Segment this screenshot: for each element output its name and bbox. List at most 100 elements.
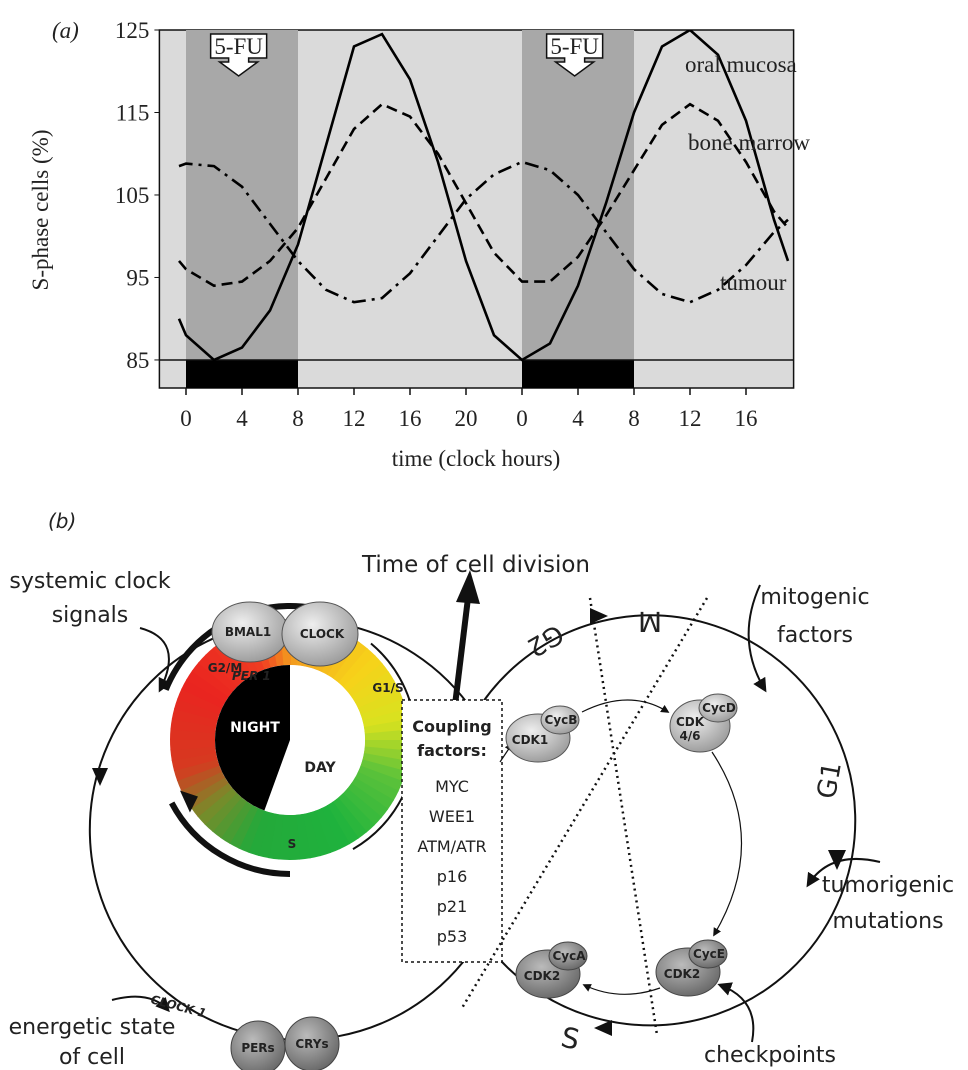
input-label: systemic clock — [9, 569, 171, 594]
cdk-label: CDK1 — [512, 733, 548, 747]
ring-segment — [364, 796, 370, 804]
shaded-interval — [186, 30, 298, 388]
phase-label: G1/S — [372, 681, 403, 695]
x-tick-label: 4 — [572, 406, 584, 431]
division-arrow — [455, 598, 468, 705]
y-tick-label: 115 — [116, 100, 150, 125]
ring-segment — [353, 665, 360, 671]
coupling-box — [402, 700, 502, 962]
ring-segment — [196, 706, 199, 715]
ring-segment — [194, 714, 196, 723]
coupling-factor: p21 — [437, 897, 468, 916]
cdk-label: 4/6 — [679, 729, 700, 743]
ring-segment — [193, 722, 194, 731]
ring-segment — [264, 834, 273, 836]
panel-label: (a) — [52, 18, 79, 43]
ring-segment — [306, 834, 315, 836]
x-axis-label: time (clock hours) — [392, 446, 561, 471]
x-tick-label: 12 — [679, 406, 702, 431]
cdk-label: CDK2 — [664, 967, 700, 981]
ring-segment — [346, 660, 354, 666]
diagram-title: Time of cell division — [361, 552, 590, 578]
ring-segment — [215, 802, 221, 809]
cyclin-label: CycA — [552, 949, 586, 963]
ring-segment — [338, 820, 346, 825]
ring-segment — [240, 824, 248, 828]
y-tick-label: 105 — [115, 183, 150, 208]
ring-segment — [227, 814, 235, 820]
series-label: tumour — [720, 270, 787, 295]
day-label: DAY — [304, 760, 336, 776]
ring-segment — [352, 809, 359, 815]
input-arrow — [720, 985, 753, 1042]
ring-segment — [297, 836, 306, 837]
y-axis-label: S-phase cells (%) — [28, 130, 53, 291]
coupling-factor: WEE1 — [429, 807, 475, 826]
protein-label: PERs — [241, 1041, 274, 1055]
ring-segment — [381, 765, 384, 774]
ring-segment — [378, 773, 382, 782]
ring-segment — [378, 699, 382, 708]
ring-segment — [358, 803, 364, 810]
ring-segment — [382, 707, 385, 716]
x-tick-label: 16 — [399, 406, 422, 431]
input-label: tumorigenic — [822, 873, 954, 898]
input-label: energetic state — [9, 1015, 176, 1040]
night-bar — [522, 360, 634, 388]
ring-segment — [345, 815, 353, 821]
ring-segment — [193, 747, 194, 756]
x-tick-label: 8 — [292, 406, 304, 431]
ring-segment — [322, 828, 331, 832]
ring-segment — [196, 764, 199, 773]
ring-segment — [205, 788, 210, 796]
transition-arrow — [712, 752, 742, 935]
phase-label: M — [638, 605, 662, 638]
annotation-label: 5-FU — [550, 34, 599, 59]
cdk-label: CDK — [676, 715, 705, 729]
x-tick-label: 8 — [628, 406, 640, 431]
coupling-factor: ATM/ATR — [417, 837, 486, 856]
coupling-title: Coupling — [412, 717, 491, 736]
coupling-factor: p16 — [437, 867, 468, 886]
transition-arrow — [584, 985, 660, 994]
ring-segment — [384, 715, 386, 724]
coupling-factor: MYC — [435, 777, 469, 796]
cyclin-label: CycD — [702, 701, 736, 715]
x-tick-label: 0 — [180, 406, 192, 431]
shaded-interval — [522, 30, 634, 388]
y-tick-label: 85 — [126, 348, 149, 373]
chart-a: (a) time (clock hours) S-phase cells (%)… — [28, 18, 810, 471]
ring-segment — [198, 772, 202, 781]
ring-segment — [330, 824, 338, 828]
coupling-factor: p53 — [437, 927, 468, 946]
phase-label: S — [288, 837, 297, 851]
ring-segment — [248, 828, 257, 832]
ring-segment — [384, 757, 386, 766]
ring-segment — [198, 698, 202, 707]
panel-label: (b) — [48, 509, 76, 533]
input-label: signals — [52, 603, 129, 628]
cyclin-label: CycE — [693, 947, 725, 961]
input-label: factors — [777, 623, 853, 648]
figure: (a) time (clock hours) S-phase cells (%)… — [0, 0, 968, 1070]
phase-label: G1 — [812, 760, 848, 801]
y-tick-label: 125 — [115, 18, 150, 43]
input-label: mutations — [832, 909, 943, 934]
ring-segment — [201, 780, 205, 788]
ring-segment — [210, 795, 216, 803]
protein-label: BMAL1 — [225, 625, 271, 639]
input-label: checkpoints — [704, 1043, 836, 1068]
input-label: mitogenic — [760, 585, 869, 610]
coupling-title: factors: — [417, 741, 487, 760]
x-tick-label: 12 — [343, 406, 366, 431]
series-label: bone marrow — [688, 130, 810, 155]
y-tick-label: 95 — [126, 265, 149, 290]
transition-arrow — [582, 700, 668, 712]
gene-label: PER 1 — [232, 669, 271, 683]
ring-segment — [314, 832, 323, 835]
x-tick-label: 20 — [455, 406, 478, 431]
night-label: NIGHT — [230, 720, 280, 736]
protein-label: CRYs — [295, 1037, 328, 1051]
phase-label: S — [558, 1021, 582, 1057]
ring-segment — [359, 671, 365, 678]
